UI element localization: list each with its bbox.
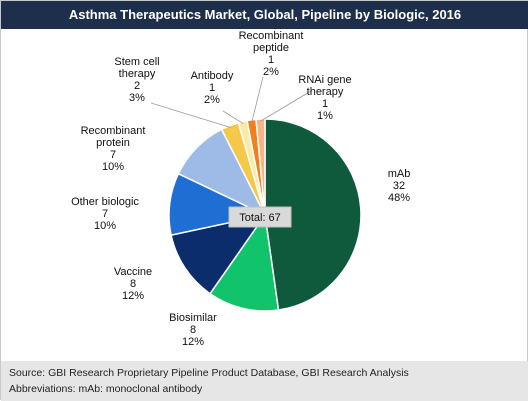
slice-percent: 3% <box>129 92 145 104</box>
slice-percent: 48% <box>388 192 410 204</box>
slice-label: RNAi gene therapy 1 1% <box>298 74 351 122</box>
center-box: Total: 67 <box>228 206 292 228</box>
slice-name: Antibody <box>191 70 234 82</box>
slice-labels: mAb 32 48%Biosimilar 8 12%Vaccine 8 12%Other b… <box>71 30 410 348</box>
chart-area: mAb 32 48% Biosimilar 8 12% Vaccine 8 12% Other b… <box>1 29 528 361</box>
slice-percent: 12% <box>122 290 144 302</box>
slice-value: 32 <box>393 180 405 192</box>
slice-percent: 10% <box>102 161 124 173</box>
slice-value: 7 <box>110 149 116 161</box>
slice-label: Recombinant peptide 1 2% <box>239 30 304 78</box>
pie-chart: mAb 32 48%Biosimilar 8 12%Vaccine 8 12%Other b… <box>71 30 410 348</box>
slice-percent: 12% <box>182 336 204 348</box>
slice-name: Stem cell <box>114 56 159 68</box>
slice-name: peptide <box>253 42 289 54</box>
slice-name: mAb <box>388 168 411 180</box>
chart-title: Asthma Therapeutics Market, Global, Pipe… <box>1 1 528 29</box>
slice-label: Biosimilar 8 12% <box>169 312 217 348</box>
leader-line <box>251 76 264 123</box>
pie-slices <box>168 118 362 312</box>
slice-percent: 2% <box>263 66 279 78</box>
slice-name: Recombinant <box>239 30 304 42</box>
leader-line <box>150 102 231 128</box>
slice-label: Recombinant protein 7 10% <box>81 125 146 173</box>
leader-lines <box>150 76 312 128</box>
slice-name: Recombinant <box>81 125 146 137</box>
leader-line <box>222 110 244 124</box>
slice-value: 2 <box>134 80 140 92</box>
pie-slice-mab <box>264 118 362 311</box>
slice-name: Vaccine <box>114 266 152 278</box>
chart-footer: Source: GBI Research Proprietary Pipelin… <box>1 361 528 401</box>
slice-label: Vaccine 8 12% <box>114 266 152 302</box>
slice-name: Biosimilar <box>169 312 217 324</box>
pie-slice-vaccine <box>170 213 267 295</box>
slice-value: 7 <box>102 208 108 220</box>
slice-name: therapy <box>119 68 156 80</box>
slice-value: 8 <box>130 278 136 290</box>
slice-label: Stem cell therapy 2 3% <box>114 56 159 104</box>
slice-value: 1 <box>268 54 274 66</box>
source-note: Source: GBI Research Proprietary Pipelin… <box>9 367 409 379</box>
slice-label: mAb 32 48% <box>388 168 411 204</box>
slice-value: 1 <box>209 82 215 94</box>
slice-label: Other biologic 7 10% <box>71 196 139 232</box>
center-label-box <box>228 206 292 228</box>
slice-percent: 1% <box>317 110 333 122</box>
slice-name: therapy <box>307 86 344 98</box>
slice-value: 1 <box>322 98 328 110</box>
pie-slice-rnai-gene-therapy <box>255 118 266 216</box>
slice-value: 8 <box>190 324 196 336</box>
leader-line <box>260 90 312 122</box>
slice-percent: 2% <box>204 94 220 106</box>
pie-slice-biosimilar <box>208 213 280 312</box>
slice-name: RNAi gene <box>298 74 351 86</box>
center-label: Total: 67 <box>239 212 281 224</box>
abbreviations-note: Abbreviations: mAb: monoclonal antibody <box>9 383 203 395</box>
slice-label: Antibody 1 2% <box>191 70 234 106</box>
slice-percent: 10% <box>94 220 116 232</box>
slice-name: protein <box>96 137 130 149</box>
slice-name: Other biologic <box>71 196 139 208</box>
